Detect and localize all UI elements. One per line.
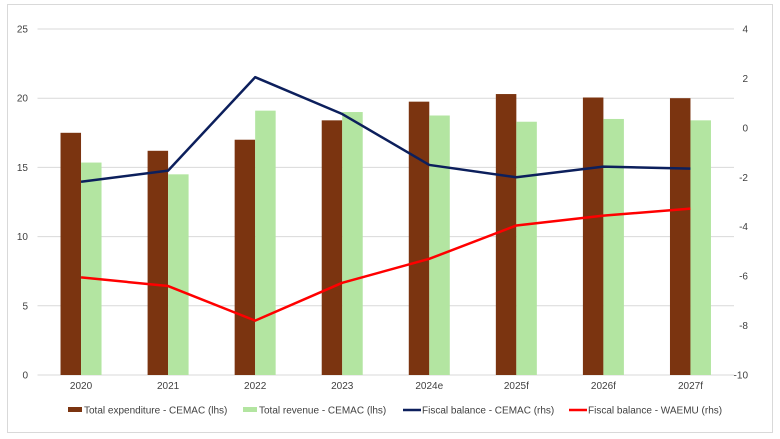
right-axis-tick-label: 0 <box>742 123 748 134</box>
bar-expenditure <box>147 150 169 375</box>
bar-expenditure <box>582 97 604 376</box>
x-axis-tick-label: 2027f <box>678 381 703 392</box>
bar-expenditure <box>60 132 82 375</box>
legend-label: Fiscal balance - CEMAC (rhs) <box>422 406 554 417</box>
line-cemac-balance <box>80 75 691 183</box>
bar-revenue <box>81 162 102 375</box>
right-axis-tick-label: 4 <box>742 25 748 36</box>
bar-revenue <box>255 110 276 375</box>
right-axis-tick-label: 2 <box>742 74 748 85</box>
left-axis-tick-label: 10 <box>17 232 29 243</box>
bar-expenditure <box>495 94 517 375</box>
bar-revenue <box>342 112 363 375</box>
left-axis-tick-label: 5 <box>22 301 28 312</box>
legend-swatch <box>68 407 82 412</box>
bar-expenditure <box>321 120 343 376</box>
bar-revenue <box>690 120 711 376</box>
right-axis-tick-label: -8 <box>739 321 748 332</box>
x-axis-tick-label: 2020 <box>70 381 93 392</box>
right-axis-tick-label: -6 <box>739 272 748 283</box>
legend-label: Fiscal balance - WAEMU (rhs) <box>588 406 722 417</box>
x-axis-tick-label: 2024e <box>415 381 443 392</box>
right-axis-tick-label: -2 <box>739 173 748 184</box>
x-axis-tick-label: 2021 <box>157 381 180 392</box>
legend-label: Total revenue - CEMAC (lhs) <box>259 406 386 417</box>
bar-revenue <box>429 115 450 375</box>
bar-revenue <box>603 118 624 376</box>
left-axis-tick-label: 0 <box>22 371 28 382</box>
chart-frame <box>7 4 773 433</box>
left-axis-tick-label: 15 <box>17 163 29 174</box>
bar-expenditure <box>669 98 691 375</box>
bar-revenue <box>516 121 537 375</box>
bar-expenditure <box>234 139 256 375</box>
x-axis-tick-label: 2023 <box>331 381 354 392</box>
x-axis-tick-label: 2026f <box>591 381 616 392</box>
right-axis-tick-label: -10 <box>734 371 749 382</box>
x-axis-tick-label: 2022 <box>244 381 267 392</box>
right-axis-tick-label: -4 <box>739 222 748 233</box>
legend-label: Total expenditure - CEMAC (lhs) <box>84 406 227 417</box>
left-axis-tick-label: 20 <box>17 94 29 105</box>
bar-expenditure <box>408 101 430 375</box>
left-axis-tick-label: 25 <box>17 25 29 36</box>
legend-swatch <box>243 407 257 412</box>
x-axis-tick-label: 2025f <box>504 381 529 392</box>
bar-revenue <box>168 174 189 375</box>
line-waemu-balance <box>80 207 691 322</box>
